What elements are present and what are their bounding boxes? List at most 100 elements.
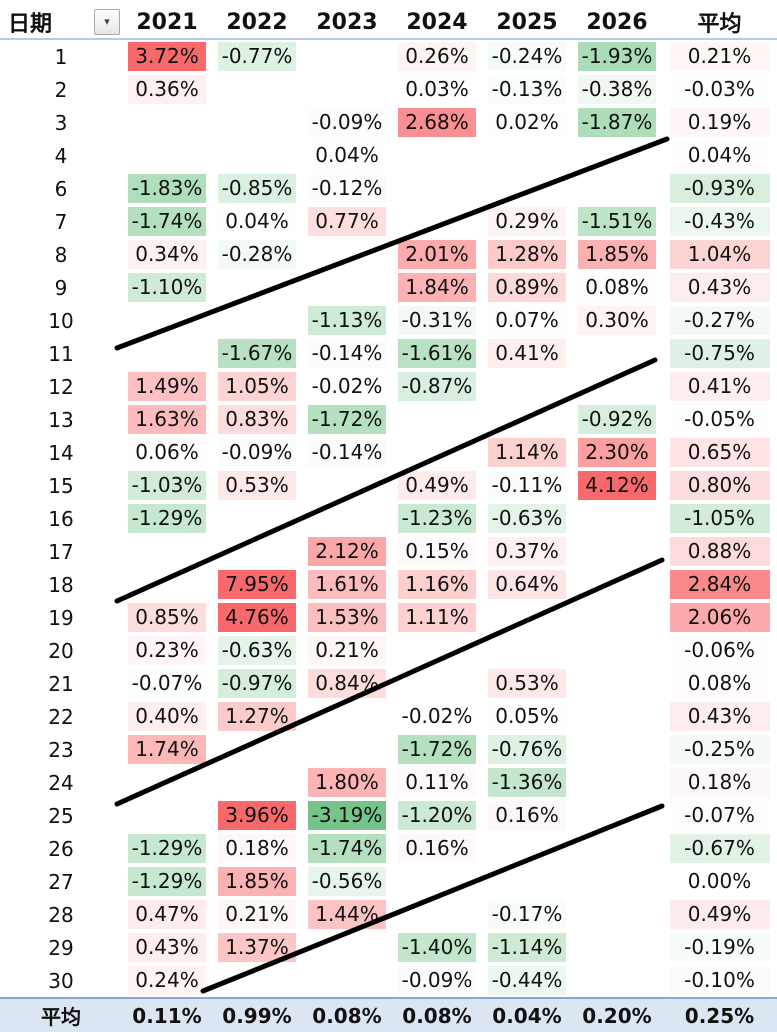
average-cell[interactable]: -0.27%: [662, 304, 777, 337]
value-cell[interactable]: [392, 403, 482, 436]
value-cell[interactable]: -1.29%: [122, 502, 212, 535]
value-cell[interactable]: -0.28%: [212, 238, 302, 271]
value-cell[interactable]: 1.49%: [122, 370, 212, 403]
average-cell[interactable]: -0.06%: [662, 634, 777, 667]
year-column-header[interactable]: 2026: [572, 6, 662, 40]
day-label[interactable]: 24: [48, 770, 74, 795]
value-cell[interactable]: 0.64%: [482, 568, 572, 601]
value-cell[interactable]: 1.74%: [122, 733, 212, 766]
value-cell[interactable]: [572, 568, 662, 601]
day-label[interactable]: 23: [48, 737, 74, 762]
value-cell[interactable]: [302, 238, 392, 271]
value-cell[interactable]: [572, 634, 662, 667]
day-label[interactable]: 3: [54, 110, 68, 135]
value-cell[interactable]: [122, 535, 212, 568]
value-cell[interactable]: [572, 535, 662, 568]
day-label[interactable]: 20: [48, 638, 74, 663]
value-cell[interactable]: -3.19%: [302, 799, 392, 832]
value-cell[interactable]: 0.02%: [482, 106, 572, 139]
day-label[interactable]: 8: [54, 242, 68, 267]
year-column-header[interactable]: 2022: [212, 6, 302, 40]
value-cell[interactable]: 0.77%: [302, 205, 392, 238]
value-cell[interactable]: [572, 337, 662, 370]
average-cell[interactable]: 2.06%: [662, 601, 777, 634]
value-cell[interactable]: [572, 601, 662, 634]
value-cell[interactable]: [302, 73, 392, 106]
day-label[interactable]: 1: [54, 44, 68, 69]
value-cell[interactable]: -0.77%: [212, 39, 302, 73]
value-cell[interactable]: -1.40%: [392, 931, 482, 964]
day-label[interactable]: 30: [48, 968, 74, 993]
value-cell[interactable]: 1.61%: [302, 568, 392, 601]
filter-dropdown-icon[interactable]: ▾: [94, 9, 120, 35]
value-cell[interactable]: -1.72%: [392, 733, 482, 766]
value-cell[interactable]: -0.63%: [482, 502, 572, 535]
value-cell[interactable]: [482, 403, 572, 436]
value-cell[interactable]: [392, 634, 482, 667]
value-cell[interactable]: [482, 601, 572, 634]
value-cell[interactable]: [392, 172, 482, 205]
day-label[interactable]: 16: [48, 506, 74, 531]
average-cell[interactable]: -0.10%: [662, 964, 777, 998]
value-cell[interactable]: [212, 502, 302, 535]
value-cell[interactable]: -0.85%: [212, 172, 302, 205]
value-cell[interactable]: [212, 139, 302, 172]
day-label[interactable]: 15: [48, 473, 74, 498]
value-cell[interactable]: -0.02%: [302, 370, 392, 403]
day-label[interactable]: 2: [54, 77, 68, 102]
value-cell[interactable]: [572, 139, 662, 172]
average-cell[interactable]: 2.84%: [662, 568, 777, 601]
value-cell[interactable]: [482, 370, 572, 403]
average-cell[interactable]: 0.43%: [662, 271, 777, 304]
footer-cell[interactable]: 0.99%: [212, 997, 302, 1032]
value-cell[interactable]: 1.16%: [392, 568, 482, 601]
day-label[interactable]: 7: [54, 209, 68, 234]
value-cell[interactable]: [302, 502, 392, 535]
value-cell[interactable]: 1.53%: [302, 601, 392, 634]
day-label[interactable]: 22: [48, 704, 74, 729]
average-cell[interactable]: -0.43%: [662, 205, 777, 238]
value-cell[interactable]: [392, 667, 482, 700]
value-cell[interactable]: 2.30%: [572, 436, 662, 469]
day-label[interactable]: 19: [48, 605, 74, 630]
value-cell[interactable]: 1.28%: [482, 238, 572, 271]
value-cell[interactable]: [572, 766, 662, 799]
day-label[interactable]: 13: [48, 407, 74, 432]
value-cell[interactable]: 1.05%: [212, 370, 302, 403]
average-cell[interactable]: 0.49%: [662, 898, 777, 931]
average-column-header[interactable]: 平均: [662, 6, 777, 40]
value-cell[interactable]: [122, 568, 212, 601]
value-cell[interactable]: -1.61%: [392, 337, 482, 370]
value-cell[interactable]: 1.63%: [122, 403, 212, 436]
value-cell[interactable]: [302, 700, 392, 733]
value-cell[interactable]: [482, 634, 572, 667]
value-cell[interactable]: 2.12%: [302, 535, 392, 568]
value-cell[interactable]: [572, 700, 662, 733]
average-cell[interactable]: -0.03%: [662, 73, 777, 106]
value-cell[interactable]: [212, 766, 302, 799]
average-cell[interactable]: 0.04%: [662, 139, 777, 172]
average-cell[interactable]: -1.05%: [662, 502, 777, 535]
value-cell[interactable]: -1.87%: [572, 106, 662, 139]
value-cell[interactable]: 0.89%: [482, 271, 572, 304]
average-cell[interactable]: 0.80%: [662, 469, 777, 502]
average-cell[interactable]: -0.67%: [662, 832, 777, 865]
footer-cell[interactable]: 0.08%: [302, 997, 392, 1032]
value-cell[interactable]: [572, 964, 662, 998]
value-cell[interactable]: 0.30%: [572, 304, 662, 337]
footer-cell[interactable]: 0.20%: [572, 997, 662, 1032]
value-cell[interactable]: 0.03%: [392, 73, 482, 106]
footer-cell[interactable]: 0.11%: [122, 997, 212, 1032]
average-cell[interactable]: 0.41%: [662, 370, 777, 403]
day-label[interactable]: 10: [48, 308, 74, 333]
value-cell[interactable]: -0.09%: [302, 106, 392, 139]
average-cell[interactable]: 0.19%: [662, 106, 777, 139]
footer-average-cell[interactable]: 0.25%: [662, 997, 777, 1032]
day-label[interactable]: 26: [48, 836, 74, 861]
value-cell[interactable]: -1.29%: [122, 865, 212, 898]
value-cell[interactable]: 0.34%: [122, 238, 212, 271]
value-cell[interactable]: -0.11%: [482, 469, 572, 502]
value-cell[interactable]: 0.37%: [482, 535, 572, 568]
value-cell[interactable]: -0.76%: [482, 733, 572, 766]
average-cell[interactable]: -0.19%: [662, 931, 777, 964]
